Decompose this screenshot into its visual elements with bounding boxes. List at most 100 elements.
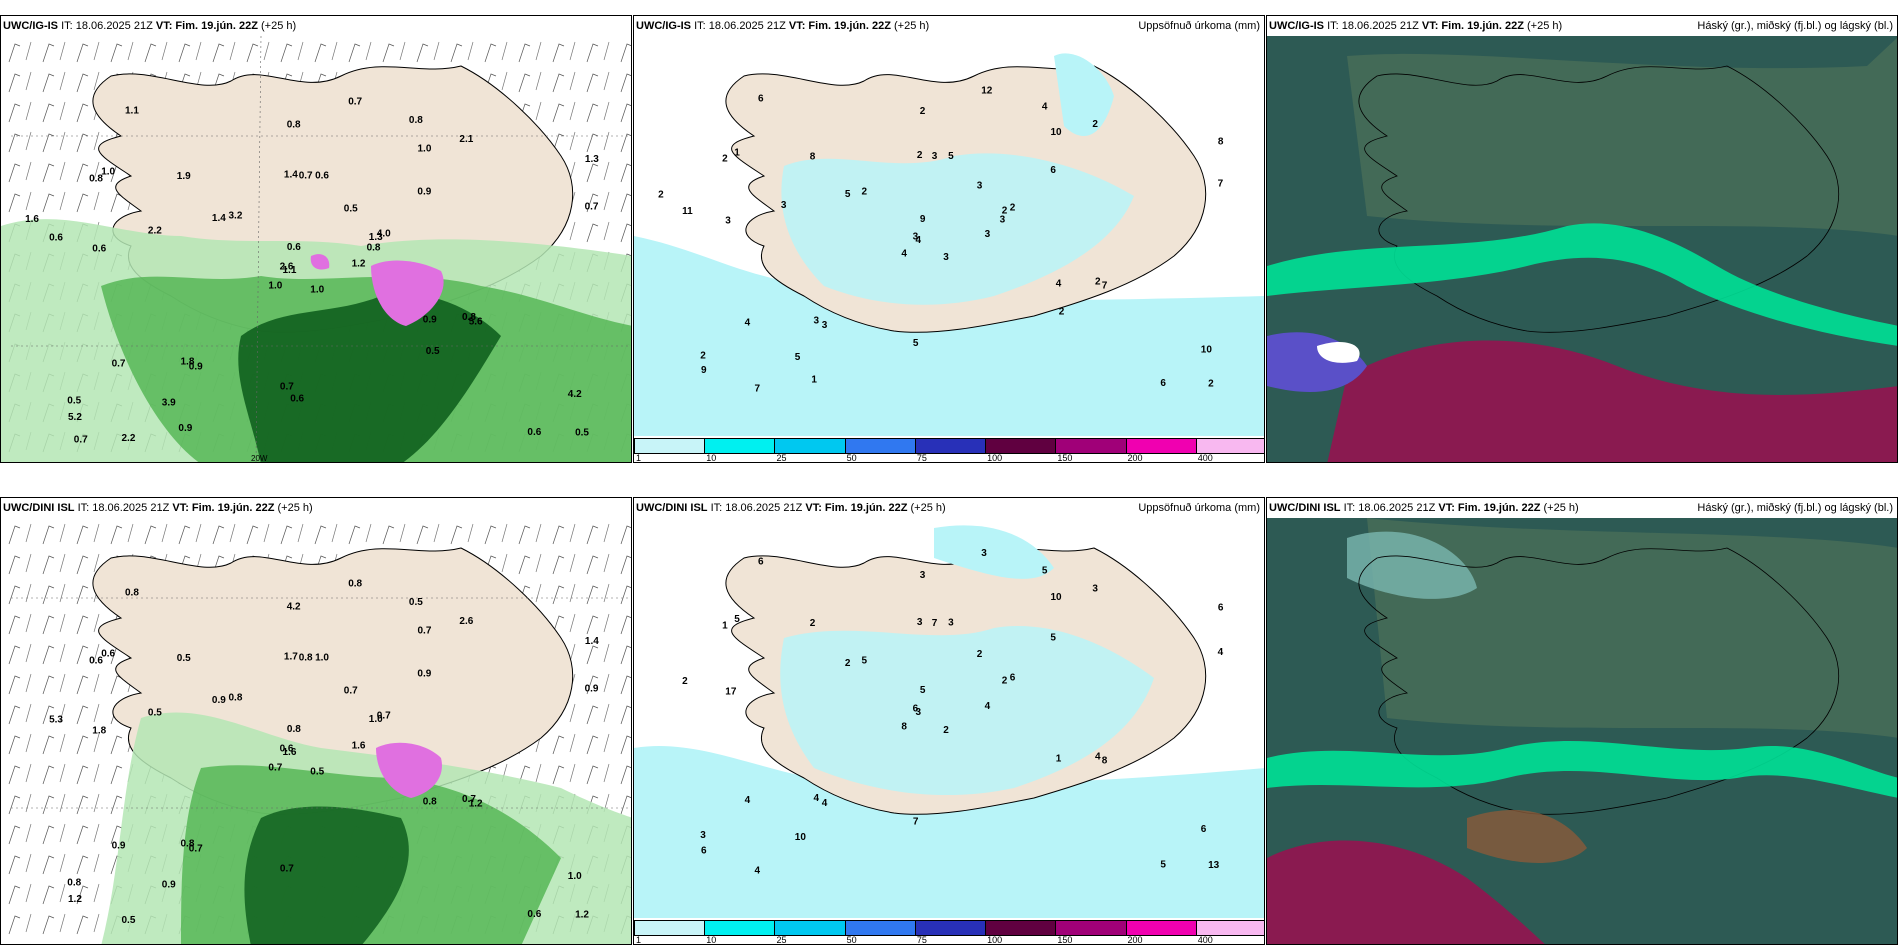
value-label: 0.8 xyxy=(299,653,313,664)
value-label: 7 xyxy=(913,817,919,828)
value-label: 2 xyxy=(700,350,706,361)
value-label: 5 xyxy=(1160,860,1166,871)
value-label: 2 xyxy=(845,658,851,669)
value-label: 3 xyxy=(725,216,731,227)
value-label: 1.4 xyxy=(585,636,599,647)
map-precip-wind: 20W 1.00.81.10.51.30.90.80.61.01.21.10.5… xyxy=(1,36,631,462)
value-label: 5 xyxy=(1042,565,1048,576)
value-label: 0.7 xyxy=(418,625,432,636)
value-label: 0.5 xyxy=(310,766,324,777)
value-label: 3 xyxy=(948,618,954,629)
value-label: 6 xyxy=(758,94,764,105)
value-label: 4.2 xyxy=(287,602,301,613)
value-label: 6 xyxy=(701,846,707,857)
colorbar-tick: 25 xyxy=(776,935,787,945)
valid-label: VT: xyxy=(1438,502,1455,514)
value-label: 1.4 xyxy=(284,169,298,180)
value-label: 0.6 xyxy=(527,427,541,438)
value-label: 5 xyxy=(795,352,801,363)
value-label: 1.6 xyxy=(352,741,366,752)
value-label: 0.6 xyxy=(527,909,541,920)
value-label: 6 xyxy=(913,704,919,715)
precip-value-labels: 1.00.81.10.51.30.90.80.61.01.21.10.50.61… xyxy=(25,96,599,445)
valid-label: VT: xyxy=(172,502,189,514)
value-label: 1 xyxy=(1056,754,1062,765)
colorbar-swatch xyxy=(914,920,987,936)
value-label: 4 xyxy=(1056,279,1062,290)
value-label: 4 xyxy=(755,865,761,876)
value-label: 2 xyxy=(810,618,816,629)
value-label: 5 xyxy=(920,685,926,696)
colorbar-swatch xyxy=(704,438,776,454)
colorbar: 1 10 25 50 75 100 150 200 400 xyxy=(634,918,1264,944)
colorbar-tick: 50 xyxy=(846,453,857,463)
colorbar-swatch xyxy=(844,438,916,454)
value-label: 2 xyxy=(1092,119,1098,130)
precip-cyan-land-area xyxy=(781,153,1134,305)
value-label: 0.8 xyxy=(67,878,81,889)
init-time: IT: 18.06.2025 21Z xyxy=(77,502,170,514)
colorbar: 1 10 25 50 75 100 150 200 400 xyxy=(634,436,1264,462)
mid-cloud-brown-area xyxy=(1467,809,1587,863)
colorbar-tick: 1 xyxy=(636,935,642,945)
cloud-olive-area xyxy=(1347,37,1897,236)
value-label: 2 xyxy=(1208,379,1214,390)
valid-time: Fim. 19.jún. 22Z xyxy=(824,502,908,514)
panel-clouds-dini: UWC/DINI ISL IT: 18.06.2025 21Z VT: Fim.… xyxy=(1266,497,1898,945)
value-label: 5 xyxy=(948,151,954,162)
value-label: 10 xyxy=(795,832,807,843)
value-label: 0.5 xyxy=(122,915,136,926)
value-label: 2.6 xyxy=(459,616,473,627)
value-label: 1.3 xyxy=(585,154,599,165)
value-label: 2 xyxy=(658,190,664,201)
value-label: 0.5 xyxy=(409,597,423,608)
value-label: 3 xyxy=(781,200,787,211)
low-cloud-green-band xyxy=(1267,223,1897,346)
model-name: UWC/DINI ISL xyxy=(636,502,708,514)
colorbar-tick: 50 xyxy=(846,935,857,945)
value-label: 4 xyxy=(985,701,991,712)
value-label: 2 xyxy=(682,676,688,687)
panel-clouds-igis: UWC/IG-IS IT: 18.06.2025 21Z VT: Fim. 19… xyxy=(1266,15,1898,463)
value-label: 5.6 xyxy=(469,317,483,328)
model-name: UWC/DINI ISL xyxy=(3,502,75,514)
panel-header: UWC/DINI ISL IT: 18.06.2025 21Z VT: Fim.… xyxy=(1,498,631,518)
value-label: 2 xyxy=(943,725,949,736)
high-cloud-light-area xyxy=(1347,531,1477,599)
value-label: 1.7 xyxy=(284,651,298,662)
value-label: 1.8 xyxy=(92,726,106,737)
panel-accum-precip-dini: UWC/DINI ISL IT: 18.06.2025 21Z VT: Fim.… xyxy=(633,497,1265,945)
value-label: 13 xyxy=(1208,860,1220,871)
accum-value-labels: 3242234510362384672342953271211473598236… xyxy=(658,86,1224,395)
value-label: 0.9 xyxy=(189,361,203,372)
value-label: 4 xyxy=(916,235,922,246)
panel-precip-wind-igis: UWC/IG-IS IT: 18.06.2025 21Z VT: Fim. 19… xyxy=(0,15,632,463)
panel-header: UWC/IG-IS IT: 18.06.2025 21Z VT: Fim. 19… xyxy=(634,16,1264,36)
colorbar-tick: 150 xyxy=(1057,935,1073,945)
value-label: 8 xyxy=(1102,755,1108,766)
value-label: 3 xyxy=(913,232,919,243)
value-label: 6 xyxy=(1050,165,1056,176)
value-label: 4.2 xyxy=(568,389,582,400)
value-label: 6 xyxy=(1201,824,1207,835)
map-precip-wind: 0.50.61.60.81.00.70.51.00.71.60.81.21.81… xyxy=(1,518,631,944)
colorbar-swatch xyxy=(704,920,776,936)
value-label: 0.5 xyxy=(344,204,358,215)
value-label: 7 xyxy=(1218,179,1224,190)
model-name: UWC/IG-IS xyxy=(1269,20,1324,32)
valid-time: Fim. 19.jún. 22Z xyxy=(1457,502,1541,514)
value-label: 8 xyxy=(1218,137,1224,148)
colorbar-swatch xyxy=(844,920,916,936)
value-label: 3 xyxy=(920,570,926,581)
value-label: 0.7 xyxy=(280,864,294,875)
value-label: 3 xyxy=(814,316,820,327)
value-label: 0.7 xyxy=(280,382,294,393)
value-label: 1.0 xyxy=(369,714,383,725)
value-label: 0.9 xyxy=(423,314,437,325)
colorbar-swatch xyxy=(774,438,846,454)
value-label: 1.6 xyxy=(25,214,39,225)
colorbar-tick: 25 xyxy=(776,453,787,463)
value-label: 0.5 xyxy=(426,346,440,357)
value-label: 5.2 xyxy=(68,412,82,423)
value-label: 0.7 xyxy=(112,359,126,370)
